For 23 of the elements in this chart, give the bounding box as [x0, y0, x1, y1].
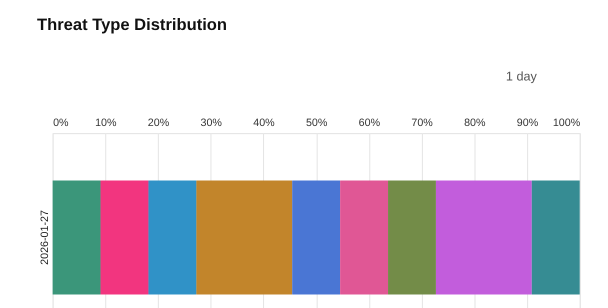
x-tick-label: 0% — [53, 116, 70, 129]
bar — [532, 180, 580, 294]
bar — [292, 180, 340, 294]
bar — [100, 180, 148, 294]
bar — [340, 180, 388, 294]
x-tick-label: 20% — [148, 116, 170, 129]
x-tick-label: 90% — [516, 116, 539, 129]
x-tick-label: 10% — [95, 116, 117, 129]
chart-title: Threat Type Distribution — [37, 14, 228, 34]
x-tick-label: 80% — [464, 116, 486, 129]
x-tick-label: 100% — [552, 116, 581, 129]
bar — [196, 180, 292, 294]
x-tick-label: 70% — [411, 116, 434, 129]
y-tick-label: 2026-01-27 — [39, 210, 52, 265]
bar — [436, 180, 532, 294]
bar — [52, 180, 101, 294]
text: 1 day — [506, 70, 538, 84]
bar — [388, 180, 436, 294]
x-tick-label: 40% — [253, 116, 276, 129]
bar — [148, 180, 196, 294]
x-tick-label: 30% — [200, 116, 222, 129]
x-tick-label: 60% — [358, 116, 381, 129]
x-tick-label: 50% — [306, 116, 328, 129]
